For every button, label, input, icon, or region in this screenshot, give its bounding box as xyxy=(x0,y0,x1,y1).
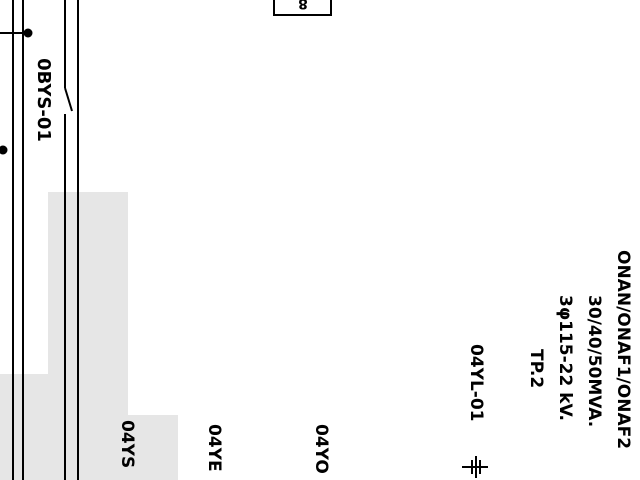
label-switch-0bys: 0BYS-01 xyxy=(33,58,54,142)
label-bus-04yo: 04YO xyxy=(311,424,331,474)
label-transformer-name: TP.2 xyxy=(526,349,546,388)
shaded-zone-lower xyxy=(128,415,178,480)
top-box-label: 8 xyxy=(298,0,308,11)
switch-0bys xyxy=(60,87,73,114)
label-bus-04ys: 04YS xyxy=(117,420,137,468)
label-transformer-phase: 3φ115-22 kV. xyxy=(555,295,575,421)
label-bus-04ye: 04YE xyxy=(204,424,224,472)
vertical-conductors xyxy=(12,0,79,480)
top-box xyxy=(273,0,332,16)
junction-dot-upper xyxy=(23,28,33,38)
label-transformer-mva: 30/40/50MVA. xyxy=(584,295,604,427)
shaded-zone-upper xyxy=(48,192,128,480)
ground-symbol-04yl xyxy=(462,456,488,478)
label-transformer-cooling: ONAN/ONAF1/ONAF2 xyxy=(613,250,633,449)
junction-dot-left xyxy=(0,145,8,155)
label-ground-04yl: 04YL-01 xyxy=(466,344,486,422)
